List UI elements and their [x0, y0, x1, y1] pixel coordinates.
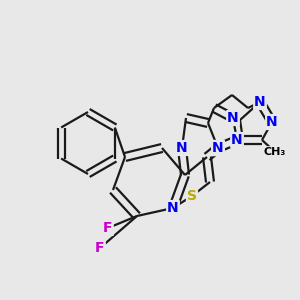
- Text: S: S: [187, 189, 197, 203]
- Text: CH₃: CH₃: [264, 147, 286, 157]
- Text: F: F: [95, 241, 105, 255]
- Text: N: N: [254, 95, 266, 109]
- Text: N: N: [227, 111, 239, 125]
- Text: N: N: [231, 133, 243, 147]
- Text: N: N: [212, 141, 224, 155]
- Text: N: N: [176, 141, 188, 155]
- Text: N: N: [212, 141, 224, 155]
- Text: N: N: [167, 201, 179, 215]
- Text: N: N: [266, 115, 278, 129]
- Text: F: F: [103, 221, 113, 235]
